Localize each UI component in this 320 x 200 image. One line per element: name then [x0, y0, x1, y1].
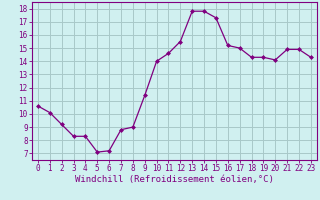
X-axis label: Windchill (Refroidissement éolien,°C): Windchill (Refroidissement éolien,°C)	[75, 175, 274, 184]
